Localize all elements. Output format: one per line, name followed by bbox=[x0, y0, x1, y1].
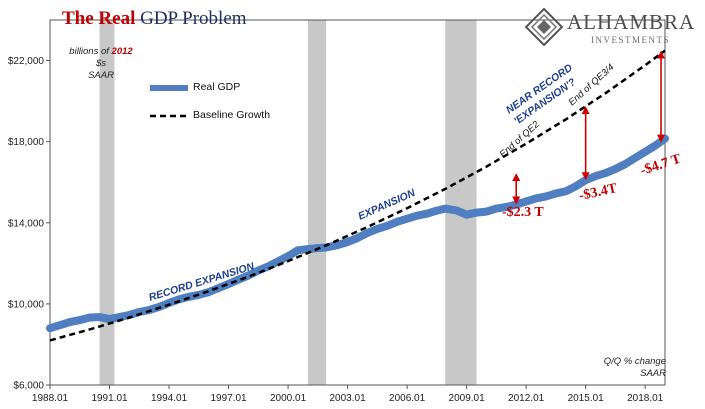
logo-name: ALHAMBRA bbox=[567, 10, 696, 34]
title-part-real: The Real bbox=[62, 8, 136, 29]
y-tick-label: $10,000 bbox=[8, 299, 45, 310]
y-tick-label: $6,000 bbox=[13, 381, 44, 392]
plot-frame bbox=[49, 19, 666, 386]
recession-band-3 bbox=[445, 20, 477, 385]
x-tick-label: 1997.01 bbox=[210, 393, 247, 404]
chart-title: The Real GDP Problem bbox=[62, 8, 247, 30]
logo-subtitle: INVESTMENTS bbox=[591, 35, 670, 45]
x-tick-label: 2012.01 bbox=[508, 393, 545, 404]
y-tick-label: $18,000 bbox=[8, 137, 45, 148]
x-tick-label: 1991.01 bbox=[91, 393, 128, 404]
legend-label-baseline: Baseline Growth bbox=[193, 109, 271, 121]
chart-axes bbox=[49, 19, 666, 386]
alhambra-diamond-icon bbox=[525, 8, 563, 46]
recession-bands bbox=[99, 20, 477, 385]
units-label: billions of 2012 $s SAAR bbox=[66, 46, 136, 82]
x-tick-label: 2018.01 bbox=[627, 393, 664, 404]
x-tick-label: 2006.01 bbox=[389, 393, 426, 404]
x-tick-label: 1994.01 bbox=[151, 393, 188, 404]
series-lines bbox=[46, 49, 669, 342]
footnote: Q/Q % change SAAR bbox=[580, 356, 666, 380]
x-tick-label: 2000.01 bbox=[270, 393, 307, 404]
series-line-baseline bbox=[49, 49, 666, 342]
annotations: RECORD EXPANSION EXPANSION NEAR RECORD '… bbox=[147, 62, 683, 304]
y-axis-ticks: $6,000 $10,000 $14,000 $18,000 $22,000 bbox=[8, 56, 50, 392]
title-part-gdp: GDP Problem bbox=[140, 8, 247, 29]
x-tick-label: 1988.01 bbox=[32, 393, 69, 404]
x-axis-ticks: 1988.01 1991.01 1994.01 1997.01 2000.01 2003.… bbox=[32, 385, 664, 404]
gap-label-2011: -$2.3 T bbox=[502, 205, 544, 220]
units-suffix: $s bbox=[95, 58, 107, 69]
legend bbox=[150, 85, 188, 118]
gap-arrows bbox=[512, 50, 666, 205]
x-tick-label: 2003.01 bbox=[330, 393, 367, 404]
y-tick-label: $22,000 bbox=[8, 56, 45, 67]
legend-label-real-gdp: Real GDP bbox=[193, 81, 241, 93]
units-rate: SAAR bbox=[88, 70, 114, 81]
units-prefix: billions of bbox=[69, 46, 109, 57]
recession-band-2 bbox=[307, 20, 327, 385]
y-tick-label: $14,000 bbox=[8, 218, 45, 229]
x-tick-label: 2015.01 bbox=[568, 393, 605, 404]
series-line-real-gdp bbox=[46, 134, 669, 333]
units-year: 2012 bbox=[111, 46, 133, 57]
alhambra-logo: ALHAMBRA INVESTMENTS bbox=[525, 8, 700, 48]
footnote-line1: Q/Q % change bbox=[603, 356, 666, 367]
footnote-line2: SAAR bbox=[640, 368, 666, 379]
recession-band-1 bbox=[99, 20, 115, 385]
x-tick-label: 2009.01 bbox=[449, 393, 486, 404]
